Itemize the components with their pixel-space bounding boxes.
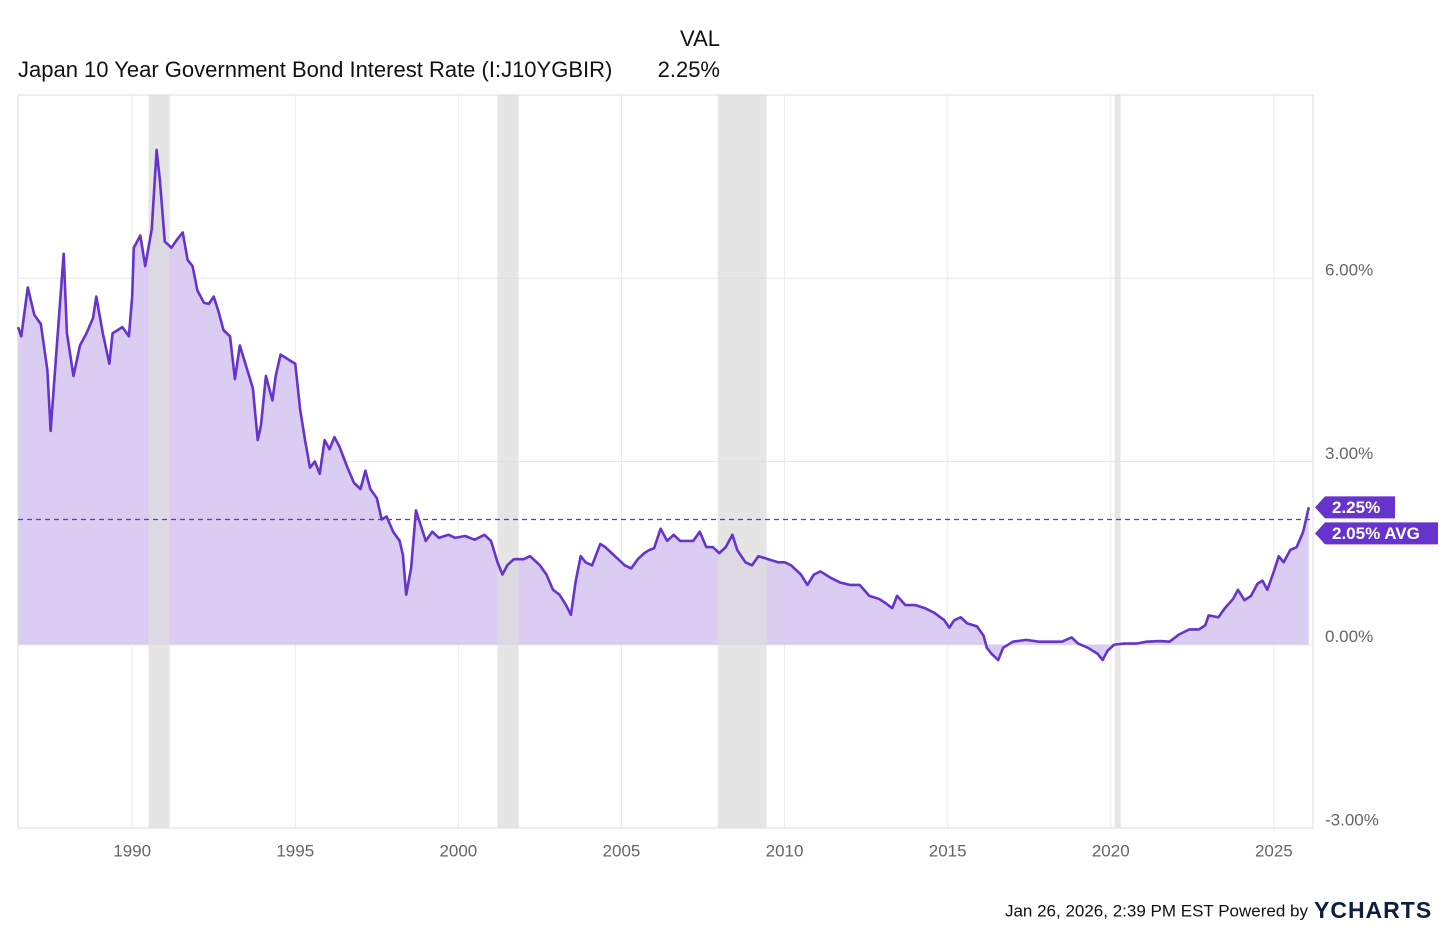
x-tick-label: 1995 bbox=[276, 841, 314, 860]
footer-timestamp: Jan 26, 2026, 2:39 PM EST Powered by bbox=[1005, 901, 1309, 920]
y-tick-label: 3.00% bbox=[1325, 444, 1373, 463]
x-tick-label: 1990 bbox=[113, 841, 151, 860]
x-tick-label: 2005 bbox=[603, 841, 641, 860]
y-tick-label: -3.00% bbox=[1325, 810, 1379, 829]
y-tick-label: 6.00% bbox=[1325, 261, 1373, 280]
average-tag-label: 2.05% AVG bbox=[1332, 524, 1420, 543]
x-tick-label: 2000 bbox=[439, 841, 477, 860]
recession-band bbox=[497, 95, 519, 828]
legend-header: VAL bbox=[680, 26, 720, 51]
legend-value: 2.25% bbox=[658, 57, 720, 82]
legend-series-name: Japan 10 Year Government Bond Interest R… bbox=[18, 57, 612, 82]
recession-band bbox=[148, 95, 170, 828]
footer-brand: YCHARTS bbox=[1314, 897, 1432, 923]
latest-value-tag-label: 2.25% bbox=[1332, 498, 1380, 517]
recession-band bbox=[1114, 95, 1121, 828]
latest-value-tag-box bbox=[1315, 496, 1395, 519]
plot-border bbox=[17, 94, 1314, 829]
area bbox=[18, 149, 1309, 661]
x-tick-label: 2025 bbox=[1255, 841, 1293, 860]
average-tag-box bbox=[1315, 522, 1438, 545]
recession-band bbox=[717, 95, 767, 828]
y-tick-label: 0.00% bbox=[1325, 627, 1373, 646]
x-tick-label: 2015 bbox=[929, 841, 967, 860]
x-tick-label: 2020 bbox=[1092, 841, 1130, 860]
series-line bbox=[16, 148, 1311, 662]
x-tick-label: 2010 bbox=[766, 841, 804, 860]
